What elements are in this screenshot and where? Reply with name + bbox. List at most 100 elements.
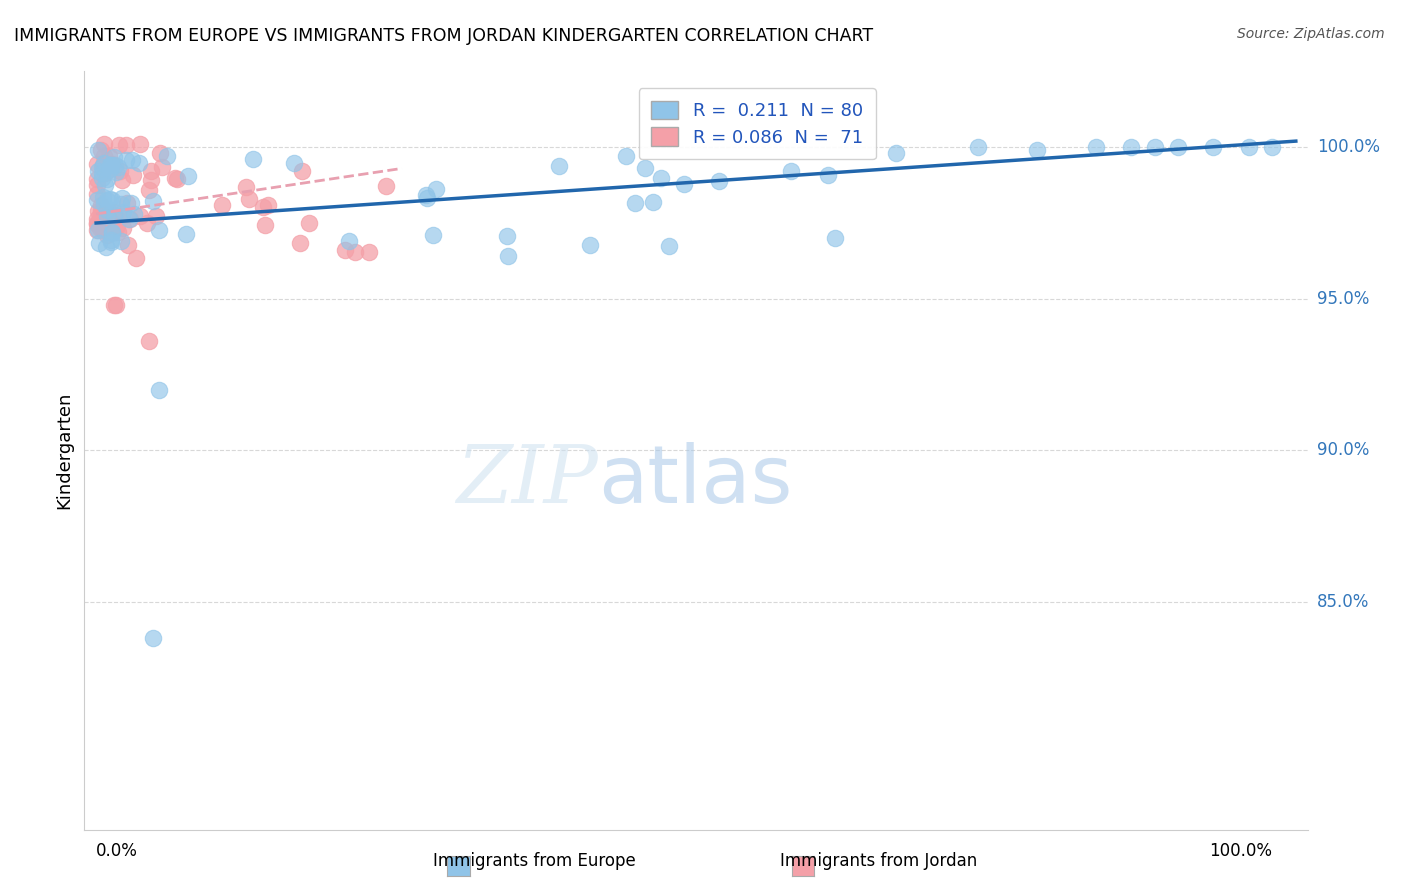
Point <box>673 177 696 191</box>
Point <box>1143 140 1166 154</box>
Point <box>93 149 115 163</box>
Point <box>86 171 108 186</box>
Point <box>614 149 637 163</box>
Point <box>105 165 128 179</box>
Point <box>103 209 125 223</box>
Point <box>100 233 122 247</box>
Point <box>86 157 108 171</box>
Point <box>115 195 138 210</box>
Point <box>967 140 990 154</box>
Point <box>91 219 114 233</box>
Point <box>101 226 124 240</box>
Point <box>128 156 150 170</box>
Point <box>96 239 118 253</box>
Point <box>120 211 142 226</box>
Point <box>257 197 280 211</box>
Point <box>96 209 118 223</box>
Point <box>149 146 172 161</box>
Point <box>93 214 115 228</box>
Point <box>96 172 118 186</box>
Point <box>107 225 129 239</box>
Point <box>288 235 311 250</box>
Point <box>129 210 152 224</box>
Point <box>658 239 681 253</box>
Point <box>298 216 321 230</box>
Legend: R =  0.211  N = 80, R = 0.086  N =  71: R = 0.211 N = 80, R = 0.086 N = 71 <box>638 88 876 159</box>
Point <box>91 222 114 236</box>
Point <box>138 184 160 198</box>
Point <box>105 219 128 233</box>
Point <box>283 156 305 170</box>
Point <box>103 150 125 164</box>
Point <box>416 191 439 205</box>
Point <box>148 223 170 237</box>
Point <box>93 190 115 204</box>
Point <box>96 218 118 232</box>
Point <box>105 298 128 312</box>
Point <box>252 200 274 214</box>
Point <box>89 220 111 235</box>
Point <box>374 178 396 193</box>
Point <box>1121 140 1143 154</box>
Point <box>110 235 132 249</box>
Point <box>415 187 437 202</box>
Point <box>98 192 121 206</box>
Point <box>359 244 381 259</box>
Point <box>337 235 360 249</box>
Point <box>93 137 115 152</box>
Point <box>104 158 127 172</box>
Point <box>86 216 108 230</box>
Point <box>87 223 110 237</box>
Point <box>91 158 114 172</box>
Point <box>496 249 519 263</box>
Text: atlas: atlas <box>598 442 793 520</box>
Text: ZIP: ZIP <box>457 442 598 519</box>
Point <box>90 166 112 180</box>
Point <box>422 227 444 242</box>
Text: Immigrants from Europe: Immigrants from Europe <box>433 852 636 870</box>
Point <box>1202 140 1225 154</box>
Point <box>101 225 124 239</box>
Point <box>780 164 803 178</box>
Point <box>333 243 356 257</box>
Point <box>90 161 112 175</box>
Point <box>150 160 173 174</box>
Point <box>93 166 115 180</box>
Point <box>100 158 122 172</box>
Point <box>124 207 146 221</box>
Point <box>121 153 143 167</box>
Point <box>290 164 312 178</box>
Text: 85.0%: 85.0% <box>1317 593 1369 611</box>
Point <box>90 213 112 227</box>
Point <box>166 172 188 186</box>
Point <box>101 208 124 222</box>
Point <box>110 197 132 211</box>
Point <box>121 168 143 182</box>
Point <box>86 223 108 237</box>
Point <box>117 238 139 252</box>
Point <box>238 192 260 206</box>
Point <box>86 187 108 202</box>
Point <box>86 193 108 207</box>
Point <box>578 238 600 252</box>
Point <box>90 211 112 226</box>
Point <box>824 231 846 245</box>
Point <box>90 143 112 157</box>
Point <box>120 196 142 211</box>
Point <box>93 155 115 169</box>
Point <box>98 158 121 172</box>
Point <box>242 153 264 167</box>
Point <box>86 204 108 219</box>
Point <box>90 204 112 219</box>
Point <box>425 182 447 196</box>
Point <box>1261 140 1284 154</box>
Point <box>101 157 124 171</box>
Point <box>174 227 197 241</box>
Point <box>86 212 108 227</box>
Point <box>97 149 120 163</box>
Point <box>111 191 134 205</box>
Point <box>87 163 110 178</box>
Text: IMMIGRANTS FROM EUROPE VS IMMIGRANTS FROM JORDAN KINDERGARTEN CORRELATION CHART: IMMIGRANTS FROM EUROPE VS IMMIGRANTS FRO… <box>14 27 873 45</box>
Point <box>94 178 117 193</box>
Point <box>125 251 148 265</box>
